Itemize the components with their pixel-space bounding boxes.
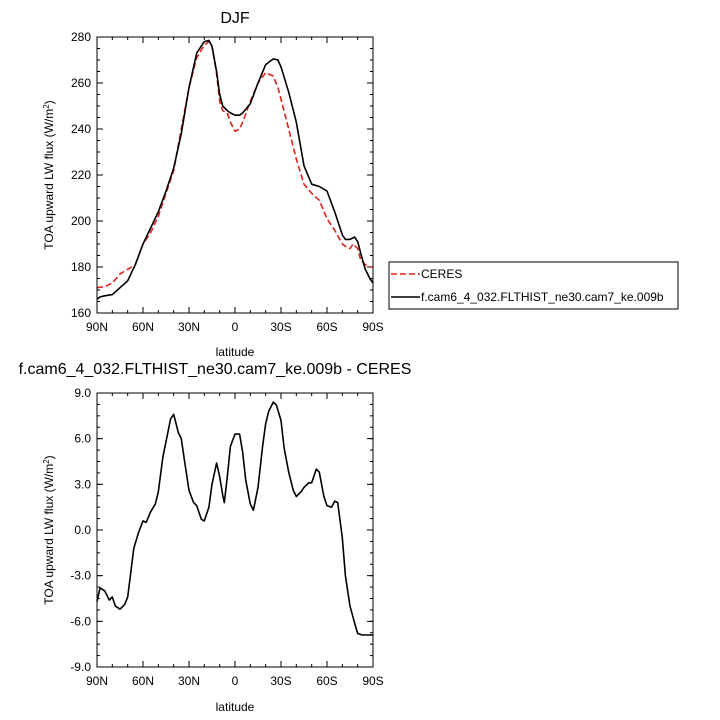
x-tick-label-bottom: 90S <box>362 674 383 688</box>
x-tick-label-top: 90N <box>86 320 108 334</box>
y-tick-label-top: 220 <box>71 168 91 182</box>
x-tick-label-top: 90S <box>362 320 383 334</box>
y-tick-label-bottom: -3.0 <box>70 569 91 583</box>
y-tick-label-bottom: 3.0 <box>74 477 91 491</box>
x-tick-label-bottom: 60N <box>132 674 154 688</box>
y-tick-label-bottom: 6.0 <box>74 432 91 446</box>
x-axis-label-bottom: latitude <box>216 700 255 714</box>
x-tick-label-top: 60S <box>316 320 337 334</box>
legend-box <box>388 261 679 310</box>
y-tick-label-bottom: 9.0 <box>74 386 91 400</box>
chart-title-bottom: f.cam6_4_032.FLTHIST_ne30.cam7_ke.009b -… <box>19 361 412 378</box>
plot-frame-bottom <box>96 392 374 668</box>
y-tick-label-top: 160 <box>71 306 91 320</box>
legend-label-model: f.cam6_4_032.FLTHIST_ne30.cam7_ke.009b <box>421 290 664 304</box>
bottom-tick-group: 90N 60N 30N 0 30S 60S 90S -9.0 -6.0 -3.0 0.0 3.0 6.0… <box>70 386 383 688</box>
y-tick-label-bottom: -9.0 <box>70 660 91 674</box>
x-tick-label-top: 30S <box>270 320 291 334</box>
y-axis-label-top-tail: ) <box>42 100 56 104</box>
x-tick-label-bottom: 30S <box>270 674 291 688</box>
x-tick-label-bottom: 60S <box>316 674 337 688</box>
x-tick-label-bottom: 0 <box>232 674 239 688</box>
x-tick-label-top: 0 <box>232 320 239 334</box>
y-axis-label-top-main: TOA upward LW flux (W/m <box>42 109 56 250</box>
x-tick-label-bottom: 90N <box>86 674 108 688</box>
y-axis-label-bottom-tail: ) <box>42 455 56 459</box>
y-tick-label-top: 180 <box>71 260 91 274</box>
x-tick-label-bottom: 30N <box>178 674 200 688</box>
y-axis-label-bottom-sup: 2 <box>42 459 51 464</box>
y-axis-label-top-sup: 2 <box>42 104 51 109</box>
legend-label-ceres: CERES <box>421 267 462 281</box>
y-tick-label-top: 200 <box>71 214 91 228</box>
y-axis-label-bottom-main: TOA upward LW flux (W/m <box>42 464 56 605</box>
series-line-top-1 <box>96 39 374 300</box>
y-tick-label-top: 240 <box>71 122 91 136</box>
y-tick-label-top: 260 <box>71 76 91 90</box>
y-tick-label-top: 280 <box>71 30 91 44</box>
y-tick-label-bottom: -6.0 <box>70 614 91 628</box>
x-axis-label-top: latitude <box>216 345 255 359</box>
legend: CERES f.cam6_4_032.FLTHIST_ne30.cam7_ke.… <box>388 261 679 310</box>
chart-title-top: DJF <box>220 10 250 27</box>
series-line-bottom-0 <box>96 401 373 636</box>
y-axis-label-top: TOA upward LW flux (W/m2) <box>42 100 56 249</box>
top-tick-group: 90N 60N 30N 0 30S 60S 90S 160 180 200 220 240 260 280 <box>71 30 384 334</box>
plot-frame-top <box>96 36 374 314</box>
top-series-group <box>96 39 374 300</box>
x-tick-label-top: 30N <box>178 320 200 334</box>
y-tick-label-bottom: 0.0 <box>74 523 91 537</box>
chart-panel-bottom: f.cam6_4_032.FLTHIST_ne30.cam7_ke.009b -… <box>19 361 412 714</box>
chart-panel-top: DJF 90N 60N 30N 0 30S 60S 90S 160 180 200 220 240 26… <box>42 10 384 359</box>
bottom-series-group <box>96 401 373 636</box>
y-axis-label-bottom: TOA upward LW flux (W/m2) <box>42 455 56 604</box>
x-tick-label-top: 60N <box>132 320 154 334</box>
series-line-top-0 <box>96 40 373 289</box>
